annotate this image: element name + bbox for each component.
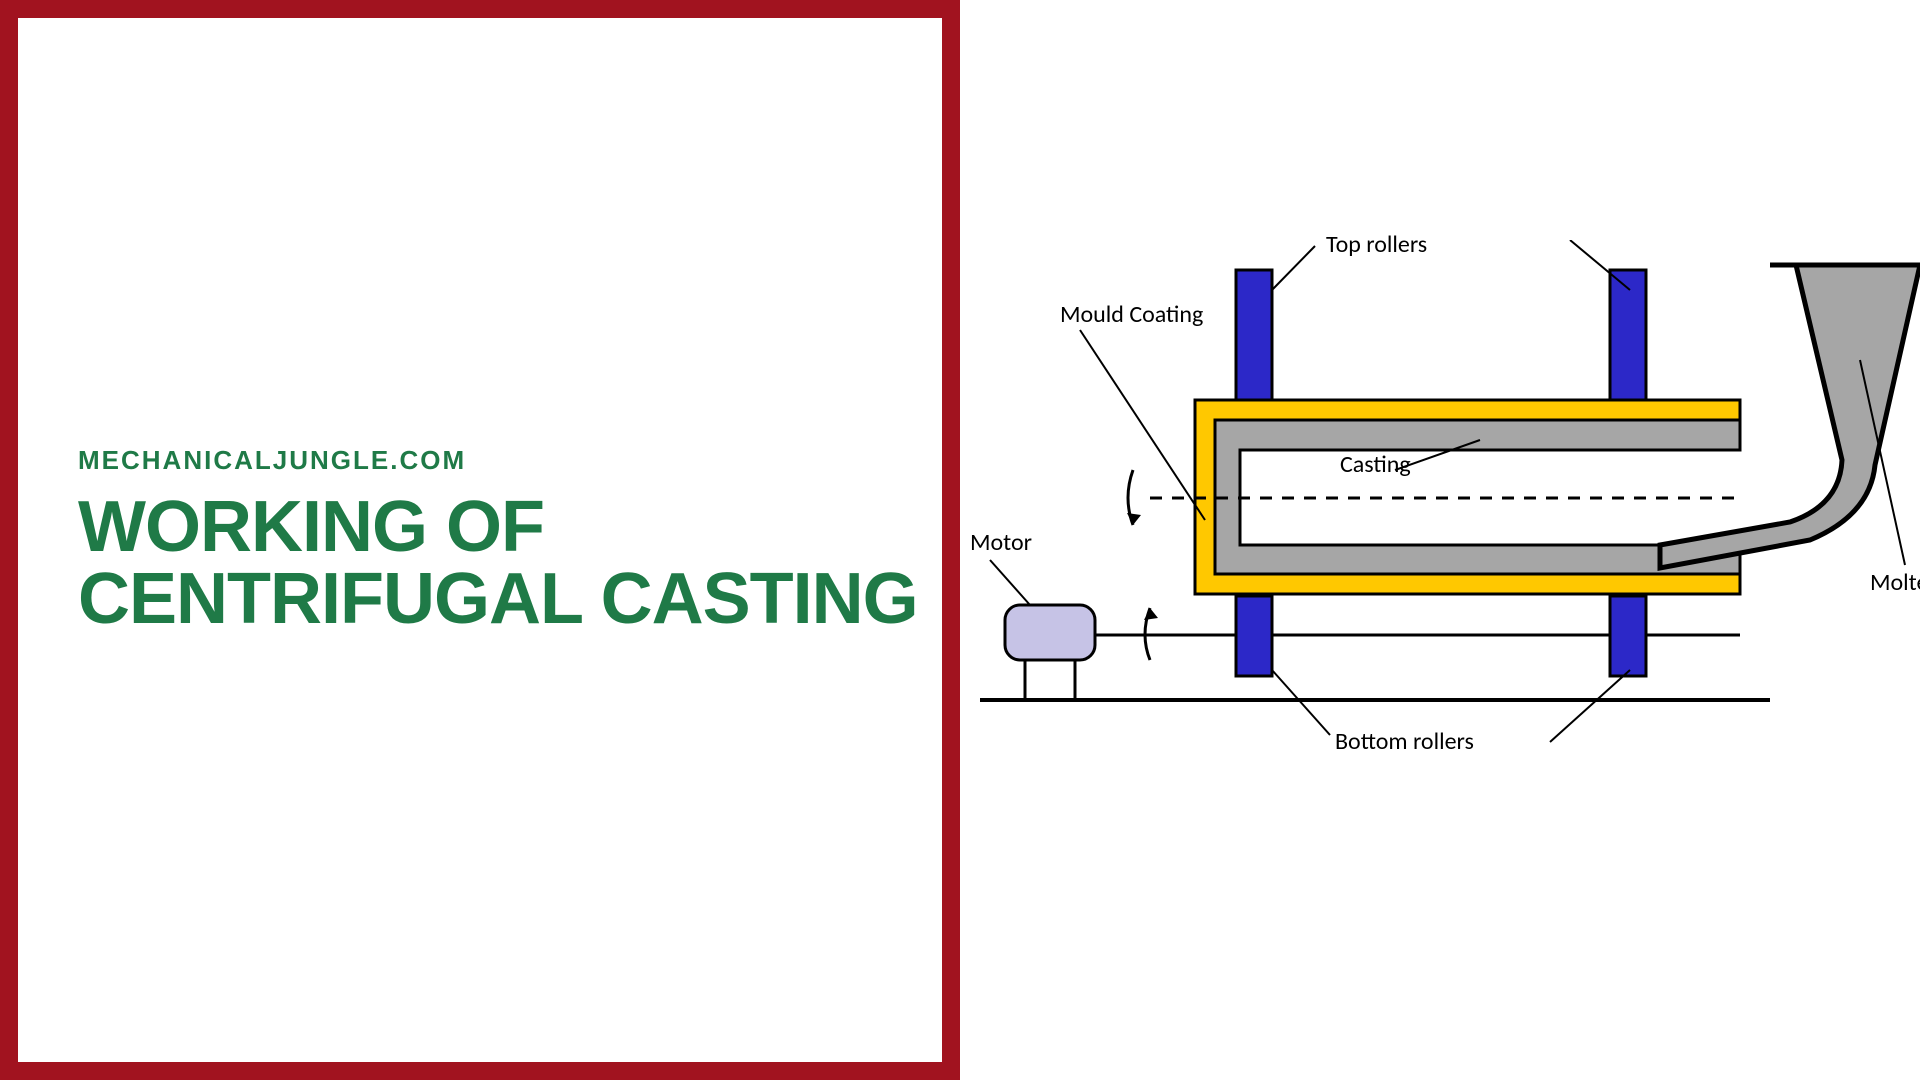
- main-title: WORKING OF CENTRIFUGAL CASTING: [78, 491, 942, 635]
- bottom-roller-left: [1236, 596, 1272, 676]
- label-motor: Motor: [970, 528, 1032, 557]
- label-molten-metal: Molten metal: [1870, 568, 1920, 597]
- label-top-rollers: Top rollers: [1326, 230, 1427, 259]
- motor-group: [1005, 605, 1095, 700]
- leader-motor: [990, 560, 1030, 605]
- leader-mould-coating: [1080, 330, 1205, 520]
- rotation-arrow-mould: [1127, 470, 1141, 525]
- label-mould-coating: Mould Coating: [1060, 300, 1203, 329]
- leader-bottom-rollers: [1272, 670, 1330, 735]
- label-casting: Casting: [1340, 450, 1411, 479]
- site-label: MECHANICALJUNGLE.COM: [78, 445, 942, 476]
- top-roller-left: [1236, 270, 1272, 400]
- leader-bottom-rollers-2: [1550, 670, 1630, 742]
- leader-top-rollers-2: [1570, 240, 1630, 290]
- centrifugal-casting-diagram: Top rollers Mould Coating Casting Motor …: [970, 240, 1920, 840]
- title-panel: MECHANICALJUNGLE.COM WORKING OF CENTRIFU…: [0, 0, 960, 1080]
- label-bottom-rollers: Bottom rollers: [1335, 727, 1474, 756]
- bottom-roller-right: [1610, 596, 1646, 676]
- title-line-1: WORKING OF: [78, 487, 544, 567]
- motor-body: [1005, 605, 1095, 660]
- leader-top-rollers: [1272, 246, 1315, 290]
- title-line-2: CENTRIFUGAL CASTING: [78, 559, 918, 639]
